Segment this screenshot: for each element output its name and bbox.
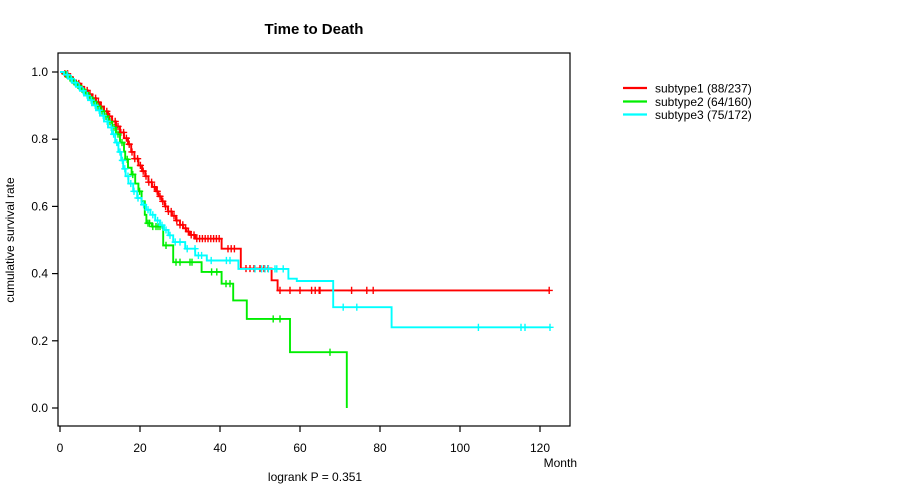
- y-tick-label: 0.6: [31, 199, 48, 213]
- x-tick-label: 0: [57, 441, 64, 455]
- legend-entry-label-1: subtype1 (88/237): [655, 82, 752, 96]
- x-tick-label: 60: [293, 441, 307, 455]
- survival-curve-1: [60, 71, 550, 292]
- legend-entry-label-2: subtype2 (64/160): [655, 95, 752, 109]
- censor-marks-3: [63, 71, 554, 331]
- legend-entry-label-3: subtype3 (75/172): [655, 108, 752, 122]
- x-tick-label: 80: [373, 441, 387, 455]
- y-tick-label: 0.8: [31, 132, 48, 146]
- x-axis-label: Month: [544, 456, 577, 470]
- x-tick-label: 120: [530, 441, 550, 455]
- x-tick-label: 40: [213, 441, 227, 455]
- y-tick-label: 0.0: [31, 401, 48, 415]
- x-tick-label: 100: [450, 441, 470, 455]
- y-tick-label: 0.2: [31, 334, 48, 348]
- y-tick-label: 0.4: [31, 267, 48, 281]
- logrank-annotation: logrank P = 0.351: [268, 470, 363, 484]
- survival-curve-2: [60, 71, 348, 408]
- x-tick-label: 20: [133, 441, 147, 455]
- y-axis-label: cumulative survival rate: [3, 177, 17, 303]
- chart-title: Time to Death: [265, 21, 364, 38]
- survival-curve-3: [60, 71, 550, 329]
- plot-box: [57, 52, 571, 427]
- y-tick-label: 1.0: [31, 65, 48, 79]
